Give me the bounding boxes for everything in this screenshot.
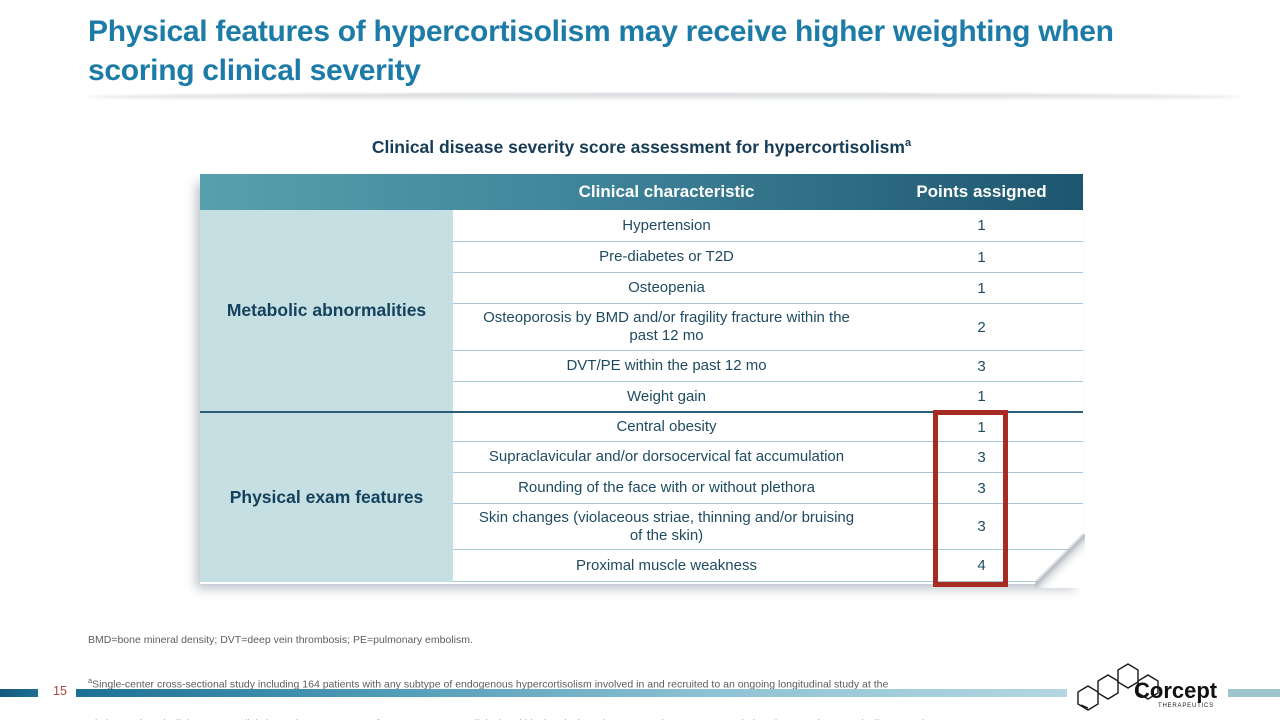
footnote-abbreviations: BMD=bone mineral density; DVT=deep vein … [88,634,473,647]
footnote-study-text1: Single-center cross-sectional study incl… [92,678,889,691]
table-row-points: 3 [880,442,1083,473]
column-header-clinical-characteristic: Clinical characteristic [578,182,755,201]
table-row-label: Skin changes (violaceous striae, thinnin… [453,504,880,550]
table-row-points: 3 [880,473,1083,504]
footnote-study-line1: aSingle-center cross-sectional study inc… [88,674,1098,692]
table-header-row: Clinical characteristic Points assigned [200,174,1083,210]
footer-bar-main-segment [76,689,1067,697]
footnote-study-line2: Pituitary-Adrenal Clinic at Mayo Clinic … [88,718,1098,720]
footer-bar-left-segment [0,689,38,697]
column-header-points-assigned: Points assigned [916,182,1047,201]
highlight-box [933,410,1008,587]
table-row-label: Hypertension [453,210,880,242]
table-row-points: 3 [880,351,1083,382]
table-row-points: 1 [880,382,1083,411]
table-row-points: 1 [880,273,1083,304]
slide-title: Physical features of hypercortisolism ma… [88,15,1114,87]
title-divider [85,93,1243,101]
table-row-label: Proximal muscle weakness [453,550,880,582]
table-caption-text: Clinical disease severity score assessme… [371,137,905,157]
table-row-label: DVT/PE within the past 12 mo [453,351,880,382]
table-row-label: Osteopenia [453,273,880,304]
table-caption: Clinical disease severity score assessme… [200,137,1083,158]
steroid-hexagons-icon [1077,663,1159,711]
table-row-label: Weight gain [453,382,880,411]
logo-subtitle: THERAPEUTICS [1158,703,1214,709]
footnotes: BMD=bone mineral density; DVT=deep vein … [88,608,1098,720]
table-row-label: Rounding of the face with or without ple… [453,473,880,504]
footnote-superscript: a [88,676,93,686]
table-row-points: 2 [880,304,1083,351]
corcept-logo: Corcept THERAPEUTICS [1072,656,1224,716]
table-row-points: 1 [880,242,1083,273]
table-row-label: Osteoporosis by BMD and/or fragility fra… [453,304,880,351]
logo-wordmark: Corcept [1134,678,1218,703]
category-physical-exam-features: Physical exam features [200,411,453,582]
table-row-label: Supraclavicular and/or dorsocervical fat… [453,442,880,473]
header-spacer [200,174,453,210]
table-caption-superscript: a [904,137,912,150]
category-metabolic-abnormalities: Metabolic abnormalities [200,210,453,411]
severity-score-table: Clinical characteristic Points assigned … [200,174,1085,588]
table-row-points: 1 [880,210,1083,242]
footer-bar-right-segment [1228,689,1280,697]
table-body: Metabolic abnormalities Physical exam fe… [200,210,1083,584]
table-row-label: Pre-diabetes or T2D [453,242,880,273]
table-row-label: Central obesity [453,411,880,442]
page-number: 15 [53,684,67,698]
